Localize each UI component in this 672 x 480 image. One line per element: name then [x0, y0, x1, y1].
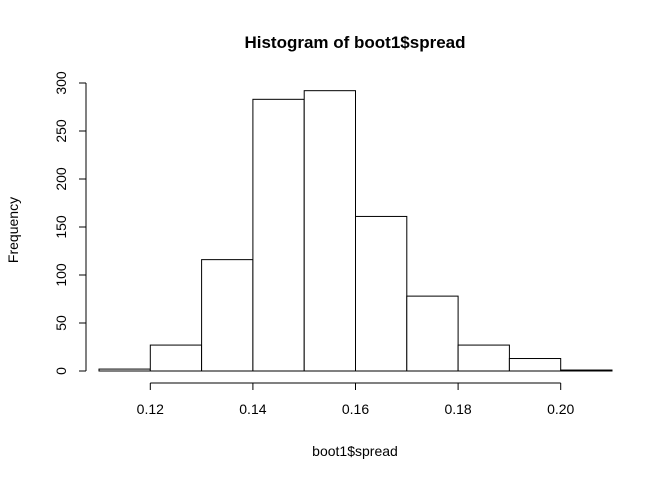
histogram-bar	[98, 368, 151, 372]
histogram-bar	[508, 358, 562, 372]
x-axis: 0.12 0.14 0.16 0.18 0.20	[137, 382, 575, 417]
histogram-bar	[149, 344, 203, 372]
x-axis-label: boot1$spread	[312, 443, 398, 459]
x-tick-label: 0.12	[137, 401, 164, 417]
y-tick-label: 0	[53, 367, 69, 375]
histogram-bar	[560, 369, 613, 372]
histogram-bar	[457, 344, 510, 372]
histogram-bar	[355, 215, 408, 372]
histogram-bar	[303, 90, 357, 372]
y-tick-label: 200	[53, 167, 69, 191]
y-tick-label: 100	[53, 263, 69, 287]
y-axis-label: Frequency	[5, 197, 21, 263]
y-tick-label: 250	[53, 119, 69, 143]
y-tick-label: 300	[53, 71, 69, 95]
y-axis: 0 50 100 150 200 250 300	[53, 71, 87, 375]
histogram-bar	[252, 98, 305, 372]
y-tick-label: 150	[53, 215, 69, 239]
y-tick-label: 50	[53, 315, 69, 331]
chart-title: Histogram of boot1$spread	[244, 33, 465, 52]
x-tick-label: 0.16	[342, 401, 369, 417]
histogram-bar	[406, 295, 459, 372]
bars-group	[98, 90, 613, 372]
x-tick-label: 0.14	[239, 401, 266, 417]
x-tick-label: 0.20	[547, 401, 574, 417]
x-tick-label: 0.18	[444, 401, 471, 417]
histogram-bar	[201, 259, 254, 372]
